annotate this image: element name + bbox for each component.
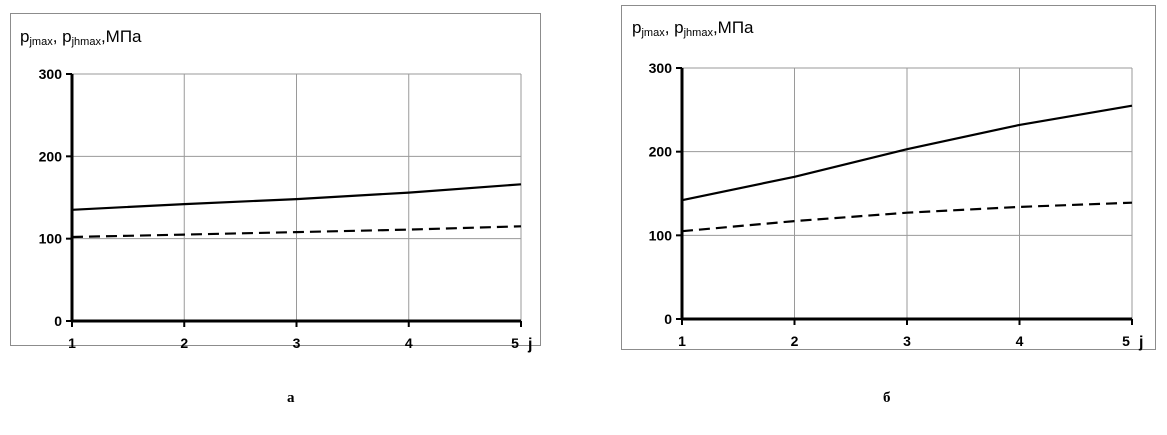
y-tick-label-b-2: 200 — [649, 144, 673, 160]
x-tick-label-a-2: 3 — [293, 335, 301, 351]
series-line-b-1 — [681, 201, 1133, 233]
y-axis-label-b: pjmax, pjhmax,МПа — [632, 18, 754, 39]
y-axis-label-a: pjmax, pjhmax,МПа — [20, 27, 142, 48]
x-tick-label-b-1: 2 — [791, 333, 799, 349]
caption-a: а — [287, 390, 295, 406]
x-tick-label-a-0: 1 — [68, 335, 76, 351]
x-axis-label-b: j — [1138, 334, 1143, 351]
y-tick-label-b-3: 300 — [649, 60, 673, 76]
y-tick-label-b-0: 0 — [664, 311, 672, 327]
x-tick-label-a-3: 4 — [405, 335, 413, 351]
x-tick-label-a-1: 2 — [180, 335, 188, 351]
series-line-a-1 — [71, 225, 522, 239]
y-tick-label-a-0: 0 — [54, 313, 62, 329]
caption-b: б — [883, 390, 891, 406]
x-tick-label-a-4: 5 — [511, 335, 519, 351]
y-tick-label-a-2: 200 — [39, 148, 63, 164]
x-axis-label-a: j — [527, 336, 532, 353]
chart-panel-a: pjmax, pjhmax,МПа 0 100 200 300 1 2 3 4 5 j — [10, 13, 541, 353]
chart-b: 0 100 200 300 1 2 3 4 5 j — [649, 60, 1144, 351]
y-tick-label-b-1: 100 — [649, 227, 673, 243]
chart-a: 0 100 200 300 1 2 3 4 5 j — [39, 66, 533, 353]
chart-panel-b: pjmax, pjhmax,МПа 0 100 200 300 1 2 3 4 5 j — [621, 5, 1156, 351]
x-tick-label-b-4: 5 — [1122, 333, 1130, 349]
series-line-a-0 — [71, 183, 522, 211]
x-tick-label-b-0: 1 — [678, 333, 686, 349]
x-tick-label-b-3: 4 — [1016, 333, 1024, 349]
series-line-b-0 — [681, 104, 1133, 202]
y-tick-label-a-1: 100 — [39, 231, 63, 247]
x-tick-label-b-2: 3 — [903, 333, 911, 349]
y-tick-label-a-3: 300 — [39, 66, 63, 82]
